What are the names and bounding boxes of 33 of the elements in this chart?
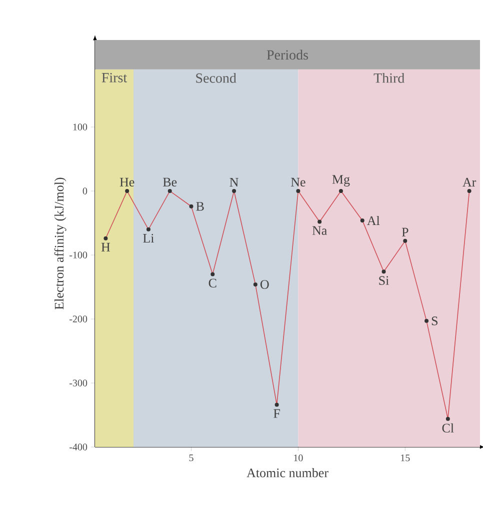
annotation: S xyxy=(432,316,438,326)
y-tick-label: 100 xyxy=(73,124,88,130)
annotation: O xyxy=(260,280,269,289)
y-tick-label: 0 xyxy=(82,188,88,194)
x-tick-label: 15 xyxy=(401,454,410,462)
annotation: B xyxy=(196,202,204,211)
annotation: Li xyxy=(143,234,154,243)
band-label: Second xyxy=(196,72,236,83)
x-axis-title: Atomic number xyxy=(246,468,328,478)
annotation: C xyxy=(208,278,216,288)
annotation: Ar xyxy=(462,178,476,186)
y-tick-label: -200 xyxy=(70,316,88,322)
y-tick-label: -300 xyxy=(70,380,88,386)
annotation: Na xyxy=(312,226,327,235)
annotation: Si xyxy=(379,276,389,285)
annotation: N xyxy=(230,178,238,186)
annotation: Mg xyxy=(332,175,350,186)
annotation: H xyxy=(101,242,110,252)
y-axis-title: Electron affinity (kJ/mol) xyxy=(54,178,66,310)
annotation: Ne xyxy=(290,178,306,186)
band-label: Third xyxy=(374,72,404,83)
annotation: Be xyxy=(163,178,177,186)
annotation: He xyxy=(120,178,134,186)
annotation: F xyxy=(274,409,280,418)
y-tick-label: -400 xyxy=(70,444,88,450)
band-label: First xyxy=(102,72,128,82)
y-tick-label: -100 xyxy=(70,252,88,258)
band-label: Periods xyxy=(266,50,308,60)
x-tick-label: 5 xyxy=(189,454,194,462)
annotation: P xyxy=(402,228,408,236)
annotation: Cl xyxy=(442,423,454,433)
annotation: Al xyxy=(367,216,380,225)
x-tick-label: 10 xyxy=(294,454,303,462)
